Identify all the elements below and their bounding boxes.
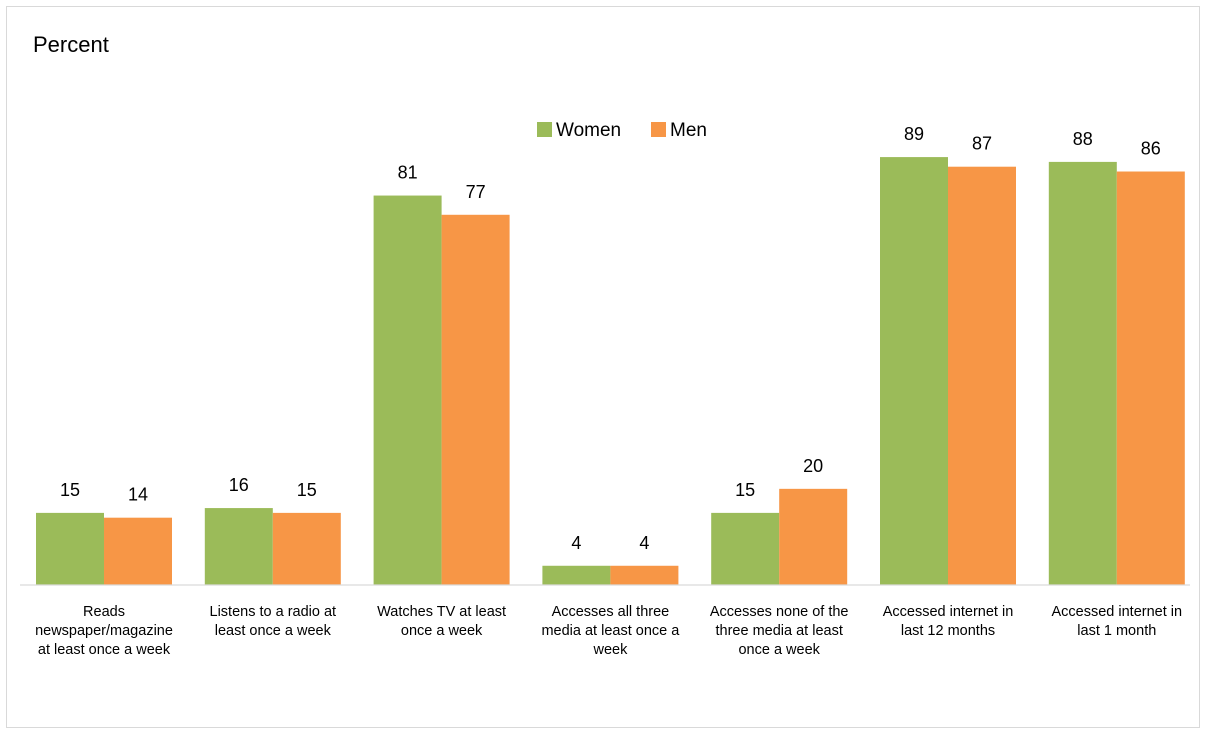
category-label-2: Listens to a radio at least once a week xyxy=(210,604,337,639)
category-label-7: Accessed internet in last 1 month xyxy=(1052,604,1183,639)
category-label-5: Accesses none of the three media at least… xyxy=(710,604,849,658)
category-label-line: Accessed internet in xyxy=(883,604,1014,620)
data-label-men-4: 4 xyxy=(639,533,649,553)
data-label-men-6: 87 xyxy=(972,134,992,154)
bar-women-4 xyxy=(542,565,611,585)
category-label-line: media at least once a xyxy=(541,623,680,639)
data-label-women-6: 89 xyxy=(904,124,924,144)
category-label-line: Accesses all three xyxy=(552,604,670,620)
data-label-women-1: 15 xyxy=(60,480,80,500)
category-label-line: three media at least xyxy=(716,623,843,639)
legend-swatch-men xyxy=(651,122,666,137)
y-axis-label: Percent xyxy=(33,32,109,57)
category-label-line: once a week xyxy=(401,623,483,639)
legend: Women Men xyxy=(537,120,707,141)
category-label-6: Accessed internet in last 12 months xyxy=(883,604,1014,639)
category-label-1: Reads newspaper/magazine at least once a w… xyxy=(35,604,173,658)
category-label-line: Accesses none of the xyxy=(710,604,849,620)
bar-women-2 xyxy=(204,508,273,585)
bar-women-5 xyxy=(711,512,780,585)
bar-men-3 xyxy=(441,214,510,585)
category-label-line: least once a week xyxy=(215,623,332,639)
category-label-line: Listens to a radio at xyxy=(210,604,337,620)
category-label-line: last 12 months xyxy=(901,623,995,639)
data-label-men-2: 15 xyxy=(297,480,317,500)
data-label-men-1: 14 xyxy=(128,485,148,505)
category-label-line: Reads xyxy=(83,604,125,620)
bar-men-5 xyxy=(779,488,848,585)
bar-men-4 xyxy=(610,565,679,585)
bars-group xyxy=(36,157,1185,586)
category-label-line: at least once a week xyxy=(38,642,171,658)
bar-women-3 xyxy=(373,195,442,585)
category-labels-group: Reads newspaper/magazine at least once a w… xyxy=(35,604,1182,658)
data-label-men-5: 20 xyxy=(803,456,823,476)
category-label-4: Accesses all three media at least once a w… xyxy=(541,604,680,658)
bar-men-2 xyxy=(272,512,341,585)
bar-men-6 xyxy=(948,166,1016,586)
category-label-line: newspaper/magazine xyxy=(35,623,173,639)
data-label-women-3: 81 xyxy=(398,163,418,183)
bar-women-1 xyxy=(36,512,104,585)
category-label-line: once a week xyxy=(738,642,820,658)
bar-men-7 xyxy=(1116,171,1185,585)
legend-label-men: Men xyxy=(670,120,707,141)
category-label-line: last 1 month xyxy=(1077,623,1156,639)
data-label-men-3: 77 xyxy=(466,182,486,202)
data-label-women-7: 88 xyxy=(1073,129,1093,149)
bar-men-1 xyxy=(104,517,172,585)
data-label-women-5: 15 xyxy=(735,480,755,500)
legend-swatch-women xyxy=(537,122,552,137)
data-label-women-4: 4 xyxy=(571,533,581,553)
data-label-men-7: 86 xyxy=(1141,139,1161,159)
category-label-3: Watches TV at least once a week xyxy=(377,604,506,639)
data-label-women-2: 16 xyxy=(229,475,249,495)
legend-label-women: Women xyxy=(556,120,621,141)
data-labels-group: 15 14 16 15 81 77 4 4 15 20 89 87 88 86 xyxy=(60,124,1161,553)
category-label-line: week xyxy=(592,642,628,658)
category-label-line: Watches TV at least xyxy=(377,604,506,620)
bar-women-7 xyxy=(1048,161,1117,585)
bar-women-6 xyxy=(880,157,948,585)
category-label-line: Accessed internet in xyxy=(1052,604,1183,620)
